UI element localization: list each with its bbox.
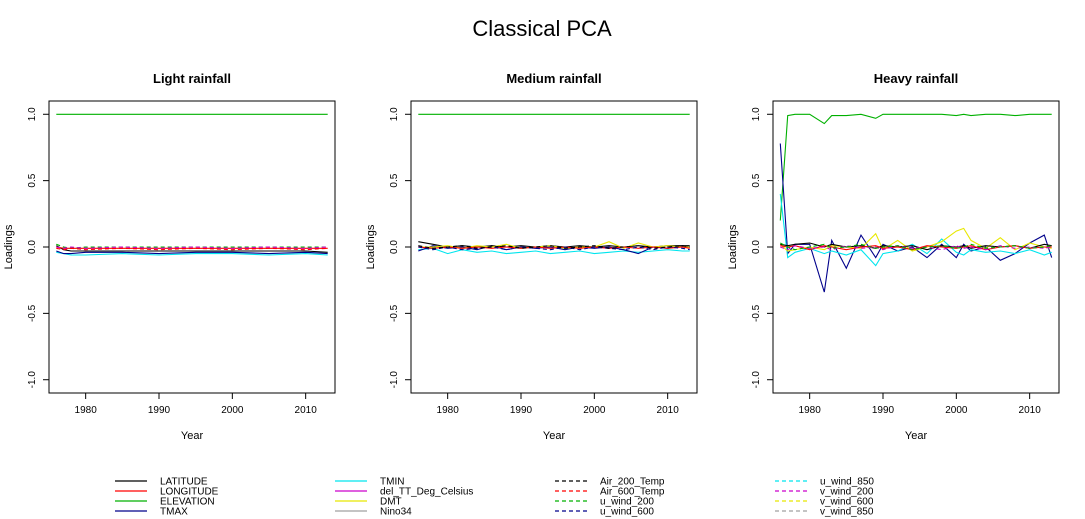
x-tick-label: 2000 <box>583 405 606 416</box>
legend-label: v_wind_200 <box>820 487 874 498</box>
y-axis-label: Loadings <box>727 224 739 269</box>
legend-item-u-wind-850: u_wind_850 <box>775 477 874 488</box>
legend-label: Nino34 <box>380 507 412 518</box>
series-line-tmin <box>56 251 328 256</box>
chart-panels: Light rainfall 1980 1990 2000 2010 1.0 0.5 0.0 -… <box>3 71 1060 442</box>
y-axis-label: Loadings <box>365 224 377 269</box>
legend-item-latitude: LATITUDE <box>115 477 208 488</box>
y-tick-label: 0.5 <box>389 173 400 187</box>
legend-label: Air_600_Temp <box>600 487 665 498</box>
legend-label: LATITUDE <box>160 477 208 488</box>
legend-label: Air_200_Temp <box>600 477 665 488</box>
legend-item-longitude: LONGITUDE <box>115 487 219 498</box>
y-tick-label: -0.5 <box>389 304 400 322</box>
legend-label: ELEVATION <box>160 497 215 508</box>
y-tick-label: -1.0 <box>751 371 762 389</box>
legend-item-tmax: TMAX <box>115 507 188 518</box>
panel-light-rainfall: Light rainfall 1980 1990 2000 2010 1.0 0.5 0.0 -… <box>3 71 336 442</box>
x-tick-label: 2000 <box>221 405 244 416</box>
legend-label: TMAX <box>160 507 188 518</box>
legend-item-tmin: TMIN <box>335 477 404 488</box>
series-group <box>56 113 328 256</box>
y-axis-label: Loadings <box>3 224 15 269</box>
legend-label: u_wind_600 <box>600 507 654 518</box>
panel-title: Heavy rainfall <box>874 71 959 86</box>
panel-title: Light rainfall <box>153 71 231 86</box>
legend-item-air-200-temp: Air_200_Temp <box>555 477 665 488</box>
series-line-air-200-temp <box>418 245 690 249</box>
y-tick-label: -0.5 <box>27 304 38 322</box>
x-tick-label: 1990 <box>510 405 533 416</box>
legend-label: TMIN <box>380 477 404 488</box>
y-tick-label: -1.0 <box>27 371 38 389</box>
y-tick-label: 1.0 <box>27 107 38 121</box>
x-tick-label: 2010 <box>1019 405 1042 416</box>
y-tick-label: -0.5 <box>751 304 762 322</box>
series-line-tmin <box>418 247 690 255</box>
x-tick-label: 1980 <box>437 405 460 416</box>
x-tick-label: 1990 <box>148 405 171 416</box>
legend-label: u_wind_200 <box>600 497 654 508</box>
series-line-tmax <box>56 250 328 255</box>
legend-item-air-600-temp: Air_600_Temp <box>555 487 665 498</box>
panel-medium-rainfall: Medium rainfall 1980 1990 2000 2010 1.0 0.5 0.0… <box>365 71 698 442</box>
x-tick-label: 2010 <box>295 405 318 416</box>
legend-item-u-wind-200: u_wind_200 <box>555 497 654 508</box>
x-tick-label: 1980 <box>75 405 98 416</box>
legend-label: LONGITUDE <box>160 487 219 498</box>
y-tick-label: 1.0 <box>751 107 762 121</box>
y-tick-label: 0.0 <box>751 240 762 254</box>
legend-item-v-wind-200: v_wind_200 <box>775 487 874 498</box>
series-line-tmin <box>779 193 1052 267</box>
legend-label: del_TT_Deg_Celsius <box>380 487 473 498</box>
legend-item-del-tt-deg-celsius: del_TT_Deg_Celsius <box>335 487 473 498</box>
y-tick-label: 0.5 <box>751 173 762 187</box>
series-group <box>418 113 690 255</box>
legend-item-v-wind-600: v_wind_600 <box>775 497 874 508</box>
panel-title: Medium rainfall <box>506 71 601 86</box>
x-tick-label: 1980 <box>799 405 822 416</box>
series-line-longitude <box>418 246 690 249</box>
main-title: Classical PCA <box>472 16 612 41</box>
series-line-dmt <box>779 227 1052 252</box>
series-line-u-wind-600 <box>418 246 690 251</box>
series-line-u-wind-200 <box>780 242 1052 251</box>
x-axis-label: Year <box>181 430 204 442</box>
series-line-tmax <box>779 143 1053 293</box>
legend-item-u-wind-600: u_wind_600 <box>555 507 654 518</box>
y-tick-label: 1.0 <box>389 107 400 121</box>
x-tick-label: 2010 <box>657 405 680 416</box>
panel-heavy-rainfall: Heavy rainfall 1980 1990 2000 2010 1.0 0.5 0.0 -… <box>727 71 1060 442</box>
x-tick-label: 2000 <box>945 405 968 416</box>
legend-item-v-wind-850: v_wind_850 <box>775 507 874 518</box>
series-line-latitude <box>56 245 328 253</box>
legend-label: v_wind_600 <box>820 497 874 508</box>
legend-label: DMT <box>380 497 402 508</box>
series-line-elevation <box>779 113 1052 221</box>
x-axis-label: Year <box>905 430 928 442</box>
y-tick-label: -1.0 <box>389 371 400 389</box>
series-line-v-wind-200 <box>56 246 328 249</box>
x-tick-label: 1990 <box>872 405 895 416</box>
y-tick-label: 0.0 <box>389 240 400 254</box>
legend-label: v_wind_850 <box>820 507 874 518</box>
series-line-air-600-temp <box>56 247 328 251</box>
y-tick-label: 0.0 <box>27 240 38 254</box>
legend-item-dmt: DMT <box>335 497 402 508</box>
legend-item-elevation: ELEVATION <box>115 497 215 508</box>
series-group <box>779 113 1053 293</box>
legend-item-nino34: Nino34 <box>335 507 412 518</box>
legend-label: u_wind_850 <box>820 477 874 488</box>
y-tick-label: 0.5 <box>27 173 38 187</box>
x-axis-label: Year <box>543 430 566 442</box>
